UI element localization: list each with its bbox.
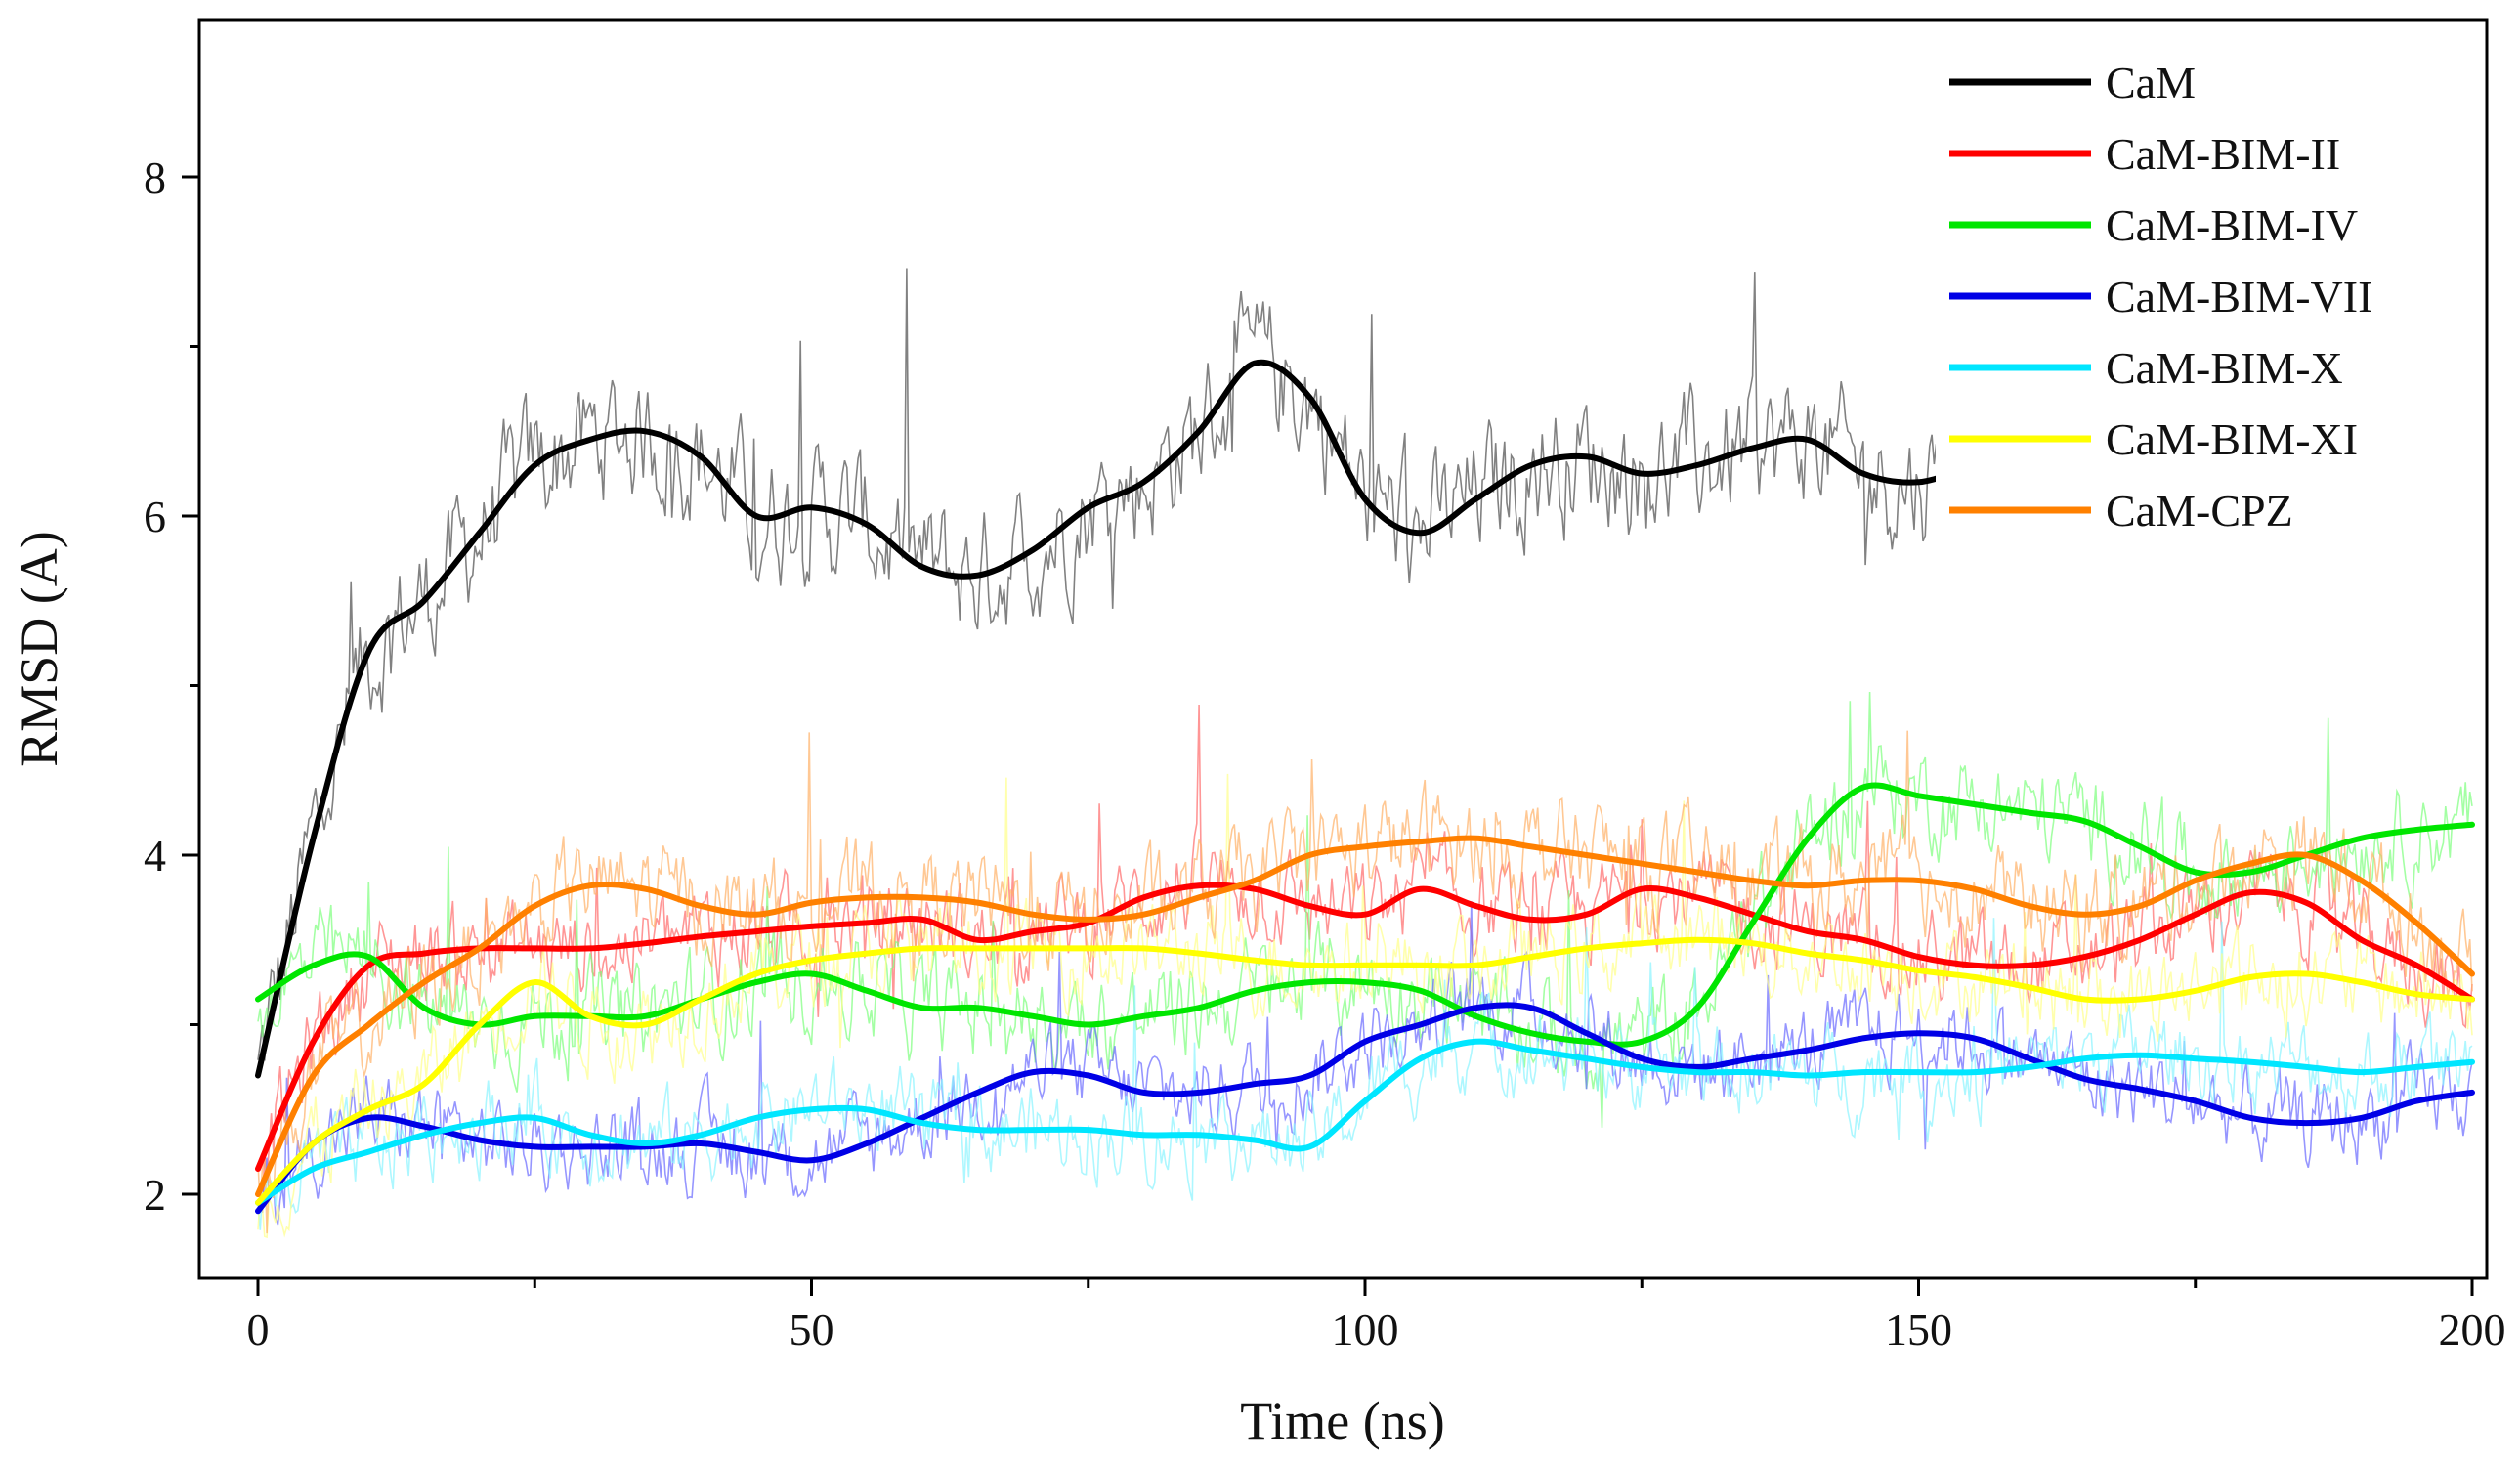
series-line-cam-bim-vii xyxy=(255,1002,2475,1215)
raw-line-cam-bim-xi xyxy=(257,773,2473,1239)
x-tick-label: 200 xyxy=(2439,1305,2506,1355)
y-axis: 2 4 6 8 xyxy=(144,152,199,1220)
y-tick-label: 4 xyxy=(144,831,166,881)
x-tick-label: 150 xyxy=(1885,1305,1952,1355)
y-tick-label: 6 xyxy=(144,492,166,541)
raw-line-cam-cpz xyxy=(257,730,2473,1234)
series-line-cam-bim-ii xyxy=(255,882,2475,1172)
series-line-cam-bim-xi xyxy=(255,936,2475,1206)
y-tick-label: 8 xyxy=(144,152,166,202)
legend-box xyxy=(1936,47,2463,565)
x-axis-title: Time (ns) xyxy=(1240,1392,1445,1450)
x-axis: 0 50 100 150 200 xyxy=(247,1278,2506,1355)
legend: CaM CaM-BIM-II CaM-BIM-IV CaM-BIM-VII CaM-BI… xyxy=(1936,47,2463,565)
plot-frame xyxy=(197,18,2489,1280)
legend-label: CaM-BIM-IV xyxy=(2106,200,2358,250)
y-axis-title: RMSD (A) xyxy=(10,531,68,767)
smoothed-curves xyxy=(255,359,2475,1215)
legend-label: CaM-BIM-VII xyxy=(2106,272,2372,322)
series-line-cam xyxy=(255,359,1978,1079)
series-line-cam-bim-x xyxy=(255,1038,2475,1206)
legend-label: CaM xyxy=(2106,58,2196,108)
raw-line-cam-bim-iv xyxy=(257,691,2473,1128)
legend-label: CaM-CPZ xyxy=(2106,486,2293,536)
legend-label: CaM-BIM-II xyxy=(2106,129,2340,179)
legend-label: CaM-BIM-X xyxy=(2106,343,2343,393)
series-line-cam-bim-iv xyxy=(255,782,2475,1048)
x-tick-label: 0 xyxy=(247,1305,270,1355)
x-tick-label: 100 xyxy=(1332,1305,1399,1355)
x-tick-label: 50 xyxy=(790,1305,834,1355)
y-tick-label: 2 xyxy=(144,1170,166,1220)
legend-label: CaM-BIM-XI xyxy=(2106,414,2358,464)
raw-line-cam xyxy=(257,268,1975,1061)
series-line-cam-cpz xyxy=(255,835,2475,1197)
